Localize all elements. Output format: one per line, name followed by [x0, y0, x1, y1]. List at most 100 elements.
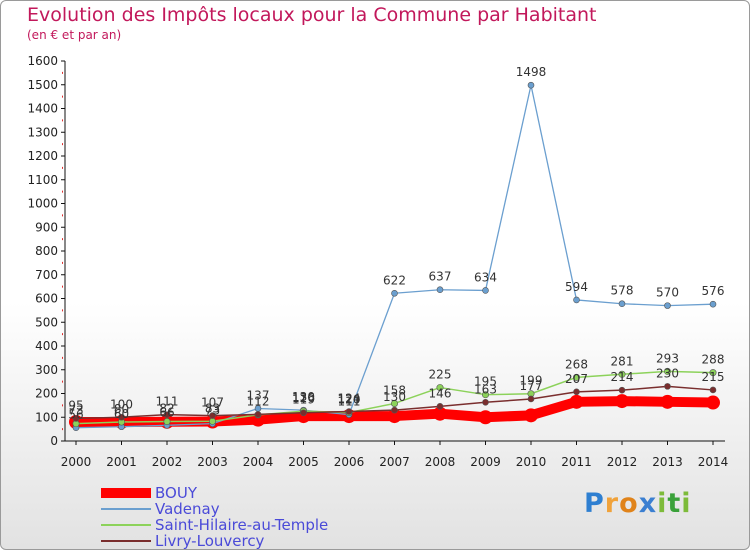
legend-swatch — [101, 488, 151, 498]
data-label: 73 — [205, 404, 220, 418]
chart-subtitle: (en € et par an) — [27, 28, 122, 42]
data-point — [524, 408, 538, 423]
legend-item: Livry-Louvercy — [101, 533, 328, 549]
legend-label: Saint-Hilaire-au-Temple — [155, 516, 329, 534]
data-point — [482, 398, 489, 406]
y-tick-label: 800 — [35, 244, 58, 258]
y-tick-label: 400 — [35, 339, 58, 353]
data-label: 199 — [520, 374, 543, 388]
data-label: 268 — [565, 357, 588, 371]
x-tick-label: 2002 — [152, 455, 183, 469]
logo-letter: i — [657, 488, 668, 519]
data-point — [436, 286, 444, 294]
data-point — [527, 395, 535, 403]
data-point — [163, 418, 171, 426]
data-label: 214 — [611, 370, 634, 384]
legend-item: Vadenay — [101, 501, 328, 517]
data-label: 207 — [565, 372, 588, 386]
data-label: 95 — [68, 398, 83, 412]
y-tick-label: 1600 — [27, 54, 58, 68]
data-point — [254, 411, 262, 418]
proxiti-logo: Proxiti — [584, 488, 692, 519]
x-tick-label: 2000 — [61, 455, 92, 469]
y-tick-label: 700 — [35, 268, 58, 282]
data-point — [118, 413, 125, 421]
data-point — [664, 302, 671, 309]
data-label: 177 — [520, 379, 543, 393]
logo-letter: o — [619, 488, 639, 519]
data-label: 570 — [656, 286, 679, 300]
data-point — [618, 370, 626, 378]
x-tick-label: 2003 — [197, 455, 228, 469]
data-label: 60 — [114, 407, 129, 421]
legend-label: Vadenay — [155, 500, 220, 518]
data-label: 112 — [247, 394, 270, 408]
data-label: 158 — [383, 383, 406, 397]
data-label: 195 — [474, 375, 497, 389]
data-point — [706, 395, 720, 410]
data-label: 594 — [565, 280, 588, 294]
data-label: 578 — [611, 284, 634, 298]
data-point — [300, 409, 307, 417]
data-label: 124 — [338, 392, 361, 406]
x-tick-label: 2012 — [607, 455, 638, 469]
data-point — [481, 391, 489, 399]
data-label: 80 — [114, 402, 129, 416]
data-label: 66 — [159, 405, 174, 419]
data-label: 163 — [474, 382, 497, 396]
logo-letter: P — [584, 488, 605, 519]
data-label: 126 — [292, 391, 315, 405]
data-point — [660, 394, 675, 409]
data-point — [436, 403, 444, 410]
data-point — [663, 367, 671, 375]
data-label: 215 — [702, 370, 725, 384]
data-point — [618, 386, 626, 394]
data-point — [573, 296, 580, 304]
chart-title: Evolution des Impôts locaux pour la Comm… — [27, 4, 597, 26]
data-point — [391, 289, 398, 297]
data-point — [209, 412, 216, 419]
data-point — [664, 383, 671, 390]
y-tick-label: 900 — [35, 220, 58, 234]
data-label: 100 — [110, 397, 133, 411]
y-tick-label: 1300 — [27, 125, 58, 139]
data-point — [569, 394, 584, 409]
data-point — [615, 394, 629, 409]
x-tick-label: 2014 — [698, 455, 729, 469]
data-label: 1498 — [516, 65, 547, 79]
data-label: 225 — [429, 368, 452, 382]
x-tick-label: 2004 — [243, 455, 274, 469]
data-point — [527, 81, 535, 89]
data-point — [709, 386, 717, 394]
data-point — [573, 388, 580, 396]
data-point — [345, 408, 353, 415]
y-tick-label: 600 — [35, 292, 58, 306]
x-tick-label: 2001 — [106, 455, 137, 469]
chart-legend: BOUY Vadenay Saint-Hilaire-au-Temple Livry-… — [101, 485, 328, 549]
data-label: 230 — [656, 366, 679, 380]
logo-letter: i — [681, 488, 692, 519]
data-point — [709, 369, 717, 377]
legend-item: BOUY — [101, 485, 328, 501]
y-tick-label: 1000 — [27, 197, 58, 211]
data-label: 120 — [338, 393, 361, 407]
data-label: 576 — [702, 284, 725, 298]
data-label: 137 — [247, 388, 270, 402]
data-point — [390, 399, 398, 407]
data-point — [478, 410, 493, 425]
data-label: 73 — [68, 404, 83, 418]
y-tick-label: 1100 — [27, 173, 58, 187]
x-tick-label: 2010 — [516, 455, 547, 469]
data-point — [436, 384, 444, 392]
x-tick-label: 2013 — [652, 455, 683, 469]
data-label: 281 — [611, 354, 634, 368]
x-tick-label: 2011 — [561, 455, 592, 469]
data-point — [391, 406, 398, 414]
x-tick-label: 2009 — [470, 455, 501, 469]
data-label: 83 — [205, 401, 220, 415]
data-label: 293 — [656, 351, 679, 365]
data-point — [572, 373, 580, 381]
data-label: 130 — [292, 390, 315, 404]
